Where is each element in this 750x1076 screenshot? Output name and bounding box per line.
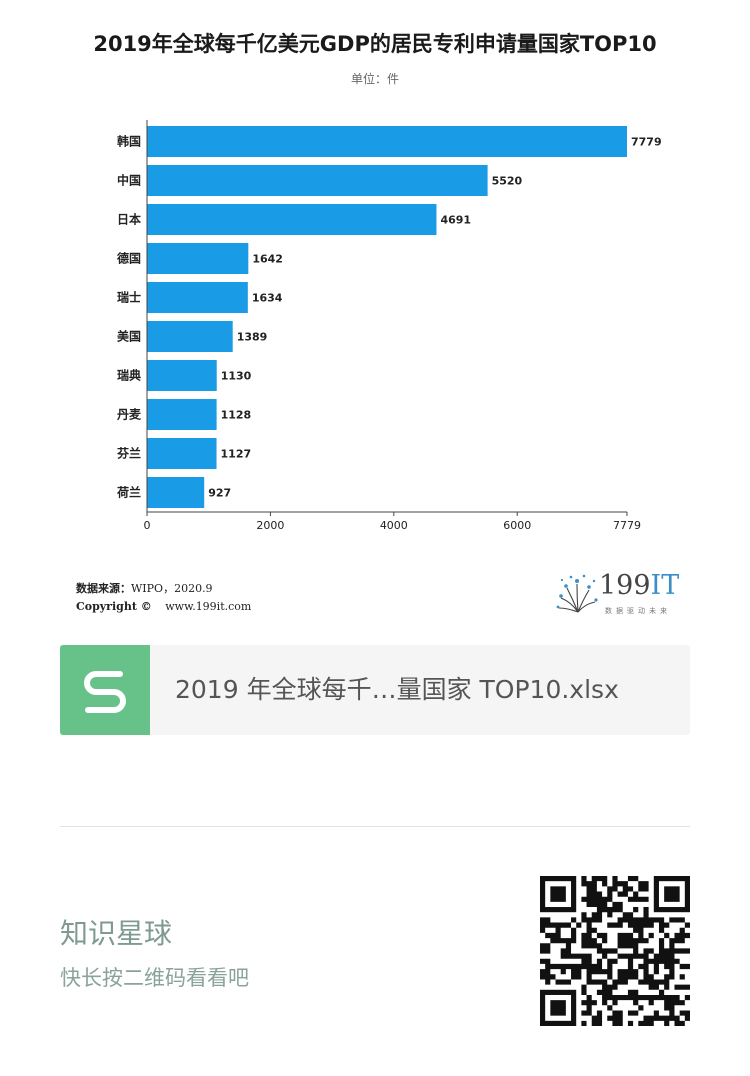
- attachment-file-name: 2019 年全球每千…量国家 TOP10.xlsx: [175, 675, 619, 704]
- chart-unit: 单位：件: [350, 72, 399, 86]
- category-label: 中国: [117, 173, 141, 188]
- spreadsheet-s-icon: [60, 645, 150, 735]
- brand-tagline: 数据驱动未来: [605, 607, 671, 615]
- category-label: 美国: [117, 329, 141, 344]
- data-label: 4691: [440, 214, 471, 227]
- divider: [60, 826, 690, 827]
- x-tick-label: 6000: [503, 519, 531, 532]
- bar: [147, 165, 488, 196]
- copyright-url: www.199it.com: [165, 600, 252, 613]
- copyright-line: Copyright © www.199it.com: [76, 600, 251, 613]
- brand-name-it: IT: [650, 570, 680, 601]
- category-label: 韩国: [117, 134, 141, 149]
- x-tick-label: 7779: [613, 519, 641, 532]
- qr-code-icon[interactable]: [540, 876, 690, 1026]
- bar: [147, 321, 233, 352]
- footer-title: 知识星球: [60, 917, 173, 950]
- data-label: 927: [208, 487, 231, 500]
- bar: [147, 126, 627, 157]
- bar: [147, 204, 437, 235]
- brand-logo: 199IT 数据驱动未来: [555, 570, 695, 620]
- chart-title: 2019年全球每千亿美元GDP的居民专利申请量国家TOP10: [93, 32, 657, 56]
- bar: [147, 282, 248, 313]
- x-tick-label: 4000: [380, 519, 408, 532]
- bar: [147, 399, 217, 430]
- data-label: 5520: [492, 175, 523, 188]
- category-label: 荷兰: [116, 485, 141, 500]
- x-tick-label: 0: [144, 519, 151, 532]
- source-value: WIPO，2020.9: [131, 582, 213, 595]
- bar: [147, 360, 217, 391]
- brand-name-number: 199: [599, 570, 651, 601]
- data-label: 1642: [252, 253, 283, 266]
- category-label: 丹麦: [117, 407, 142, 422]
- bar: [147, 477, 205, 508]
- copyright-label: Copyright ©: [76, 600, 152, 613]
- source-line: 数据来源：WIPO，2020.9: [76, 580, 213, 596]
- category-label: 德国: [117, 251, 141, 266]
- dandelion-logo-icon: [556, 574, 598, 613]
- source-label: 数据来源：: [76, 582, 131, 595]
- data-label: 1130: [221, 370, 252, 383]
- brand-name: 199IT: [599, 570, 679, 601]
- footer-subtitle: 快长按二维码看看吧: [60, 966, 249, 990]
- category-label: 瑞典: [117, 368, 141, 383]
- category-label: 瑞士: [117, 290, 141, 305]
- attachment-card[interactable]: 2019 年全球每千…量国家 TOP10.xlsx: [60, 645, 690, 735]
- x-tick-label: 2000: [256, 519, 284, 532]
- bar-chart: 韩国 7779 中国 5520 日本 4691 德国 1642 瑞士 1634 美国 1389 瑞典 11…: [116, 120, 662, 532]
- data-label: 1127: [221, 448, 252, 461]
- data-label: 7779: [631, 136, 662, 149]
- data-label: 1128: [221, 409, 252, 422]
- data-label: 1634: [252, 292, 283, 305]
- bar: [147, 243, 249, 274]
- bar: [147, 438, 217, 469]
- category-label: 芬兰: [116, 446, 141, 461]
- category-label: 日本: [117, 212, 141, 227]
- data-label: 1389: [237, 331, 268, 344]
